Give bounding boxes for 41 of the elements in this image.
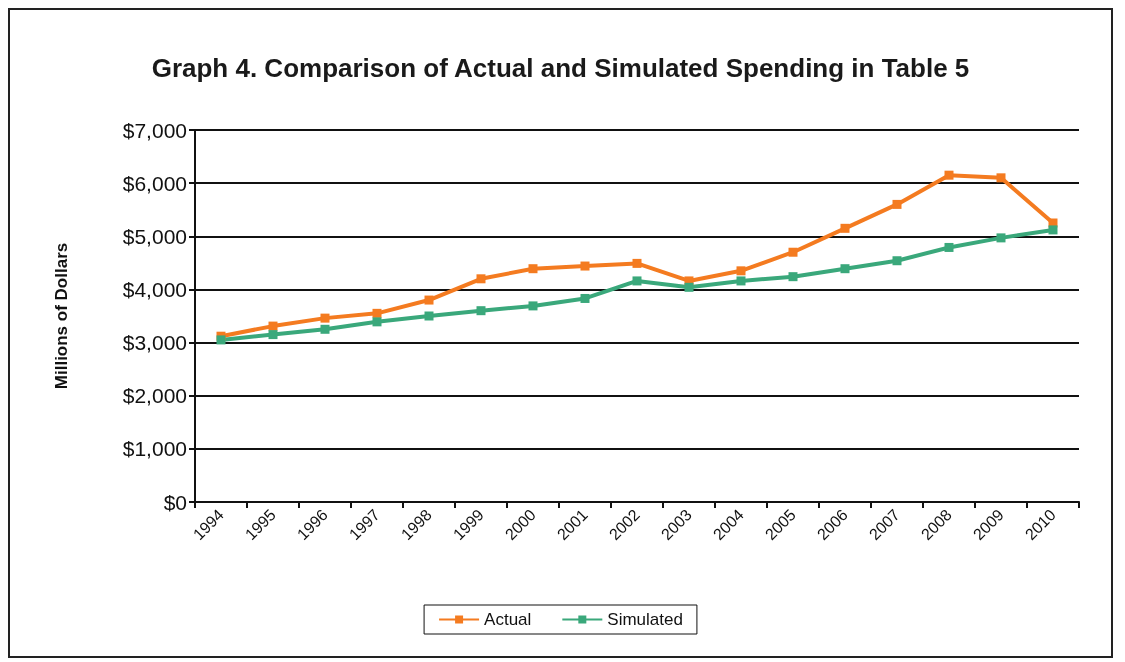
legend-label: Actual [484, 610, 532, 629]
y-tick-label: $7,000 [122, 118, 187, 142]
point [580, 261, 590, 271]
point [944, 170, 954, 180]
point [840, 264, 850, 274]
point [788, 272, 798, 282]
legend-label: Simulated [607, 610, 683, 629]
point [892, 199, 902, 209]
point [632, 258, 642, 268]
point [892, 256, 902, 266]
point [684, 282, 694, 292]
y-tick-label: $3,000 [122, 331, 187, 355]
point [528, 264, 538, 274]
point [996, 233, 1006, 243]
y-tick-label: $0 [163, 490, 187, 514]
point [476, 306, 486, 316]
point [216, 335, 226, 345]
y-tick-label: $2,000 [122, 384, 187, 408]
point [476, 274, 486, 284]
point [320, 313, 330, 323]
y-tick-label: $1,000 [122, 437, 187, 461]
y-tick-label: $6,000 [122, 171, 187, 195]
point [528, 301, 538, 311]
point [736, 276, 746, 286]
point [840, 223, 850, 233]
point [736, 266, 746, 276]
y-tick-label: $5,000 [122, 224, 187, 248]
point [372, 317, 382, 327]
y-tick-label: $4,000 [122, 277, 187, 301]
point [424, 311, 434, 321]
point [632, 276, 642, 286]
point [268, 330, 278, 340]
point [1048, 225, 1058, 235]
point [320, 324, 330, 334]
point [944, 242, 954, 252]
chart-title: Graph 4. Comparison of Actual and Simulated Spending in Table 5 [151, 53, 970, 83]
point [788, 247, 798, 257]
point [580, 293, 590, 303]
point [424, 295, 434, 305]
point [996, 173, 1006, 183]
y-axis-title: Millions of Dollars [52, 242, 71, 390]
